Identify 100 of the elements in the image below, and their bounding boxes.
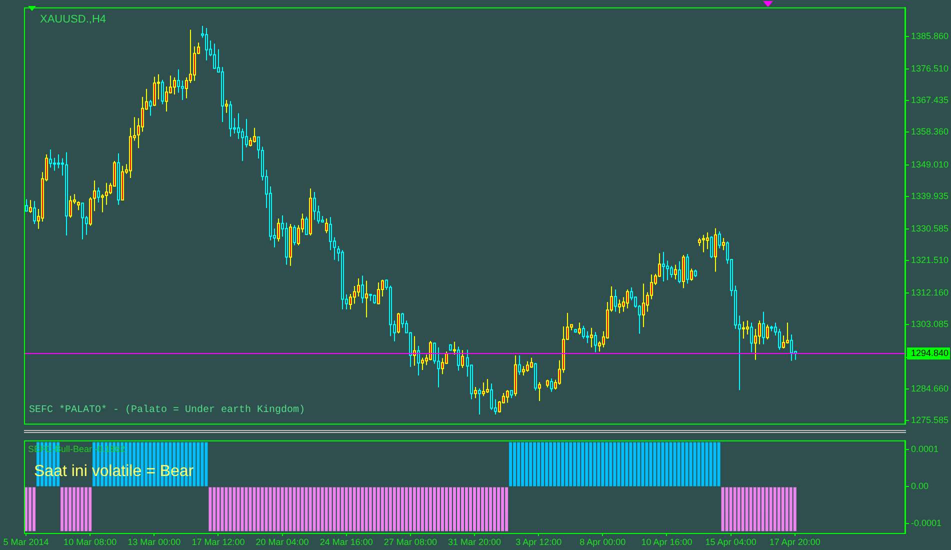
candlestick (746, 320, 749, 335)
candlestick (365, 280, 368, 318)
candlestick (482, 382, 485, 397)
candlestick (397, 312, 400, 334)
candlestick (33, 200, 36, 225)
candlestick (490, 383, 493, 411)
candlestick (478, 388, 481, 416)
x-tick-label: 31 Mar 20:00 (448, 536, 502, 547)
candlestick (437, 346, 440, 388)
x-tick-label: 17 Apr 20:00 (769, 536, 820, 547)
candlestick (710, 236, 713, 259)
y-tick-label: 0.0001 (911, 444, 939, 454)
x-tick-label: 20 Mar 04:00 (256, 536, 309, 547)
candlestick (193, 46, 196, 82)
candlestick (626, 289, 629, 309)
x-tick-label: 10 Apr 16:00 (641, 536, 692, 547)
x-tick-label: 5 Mar 2014 (3, 536, 49, 547)
candlestick (49, 149, 52, 168)
candlestick (714, 228, 717, 272)
candlestick (373, 294, 376, 304)
candlestick (29, 200, 32, 214)
x-tick-label: 24 Mar 16:00 (320, 536, 373, 547)
candlestick (165, 86, 168, 112)
candlestick (325, 218, 328, 234)
candlestick (313, 191, 316, 220)
candlestick (518, 354, 521, 376)
candlestick (598, 340, 601, 352)
candlestick (506, 390, 509, 404)
candlestick (141, 96, 144, 132)
candlestick (245, 118, 248, 148)
candlestick (173, 76, 176, 95)
candlestick (153, 76, 156, 106)
candlestick (377, 282, 380, 305)
candlestick (594, 332, 597, 353)
y-tick-label: 1349.010 (911, 159, 949, 170)
y-tick-label: 1367.435 (911, 95, 949, 106)
candlestick (662, 251, 665, 282)
candlestick (586, 330, 589, 344)
candlestick (498, 400, 501, 413)
candlestick (69, 195, 72, 218)
y-tick-label: 1358.360 (911, 126, 949, 137)
candlestick (550, 378, 553, 392)
candlestick (329, 216, 332, 251)
candlestick (453, 341, 456, 356)
ref-line-label: 1294.840 (911, 348, 949, 358)
candlestick (213, 43, 216, 70)
candlestick (614, 289, 617, 312)
candlestick (225, 100, 228, 114)
candlestick (253, 127, 256, 144)
candlestick (790, 334, 793, 362)
candlestick (590, 327, 593, 348)
y-tick-label: 1312.160 (911, 288, 949, 298)
candlestick (277, 218, 280, 242)
candlestick (181, 80, 184, 101)
candlestick (101, 194, 104, 213)
candlestick (457, 346, 460, 372)
x-tick-label: 15 Apr 04:00 (705, 536, 756, 547)
candlestick (706, 232, 709, 250)
x-tick-label: 13 Mar 00:00 (128, 536, 181, 547)
candlestick (237, 112, 240, 140)
candlestick (750, 322, 753, 353)
candlestick (185, 76, 188, 99)
candlestick (421, 357, 424, 370)
candlestick (241, 128, 244, 162)
candlestick (758, 320, 761, 345)
candlestick (205, 27, 208, 61)
text: XAUUSD.,H4 (40, 13, 106, 26)
candlestick (690, 268, 693, 282)
candlestick (718, 230, 721, 249)
y-tick-label: 0.00 (911, 481, 929, 492)
candlestick (349, 294, 352, 310)
candlestick (474, 386, 477, 399)
candlestick (305, 216, 308, 235)
candlestick (578, 322, 581, 335)
candlestick (57, 154, 60, 169)
candlestick (429, 340, 432, 361)
candlestick (742, 321, 745, 340)
candlestick (786, 322, 789, 344)
candlestick (670, 265, 673, 278)
candlestick (526, 360, 529, 372)
candlestick (666, 260, 669, 281)
candlestick (353, 286, 356, 304)
candlestick (538, 382, 541, 402)
candlestick (441, 358, 444, 375)
candlestick (81, 202, 84, 240)
candlestick (445, 351, 448, 365)
candlestick (229, 100, 232, 138)
x-tick-label: 17 Mar 12:00 (192, 536, 245, 547)
y-tick-label: -0.0001 (911, 518, 942, 528)
candlestick (782, 334, 785, 349)
candlestick (105, 182, 108, 206)
y-tick-label: 1385.860 (911, 30, 949, 41)
candlestick (778, 328, 781, 350)
candlestick (317, 205, 320, 224)
candlestick (766, 324, 769, 340)
candlestick (25, 198, 28, 212)
candlestick (678, 260, 681, 284)
candlestick (762, 311, 765, 345)
y-tick-label: 1321.510 (911, 255, 949, 266)
candlestick (486, 378, 489, 394)
